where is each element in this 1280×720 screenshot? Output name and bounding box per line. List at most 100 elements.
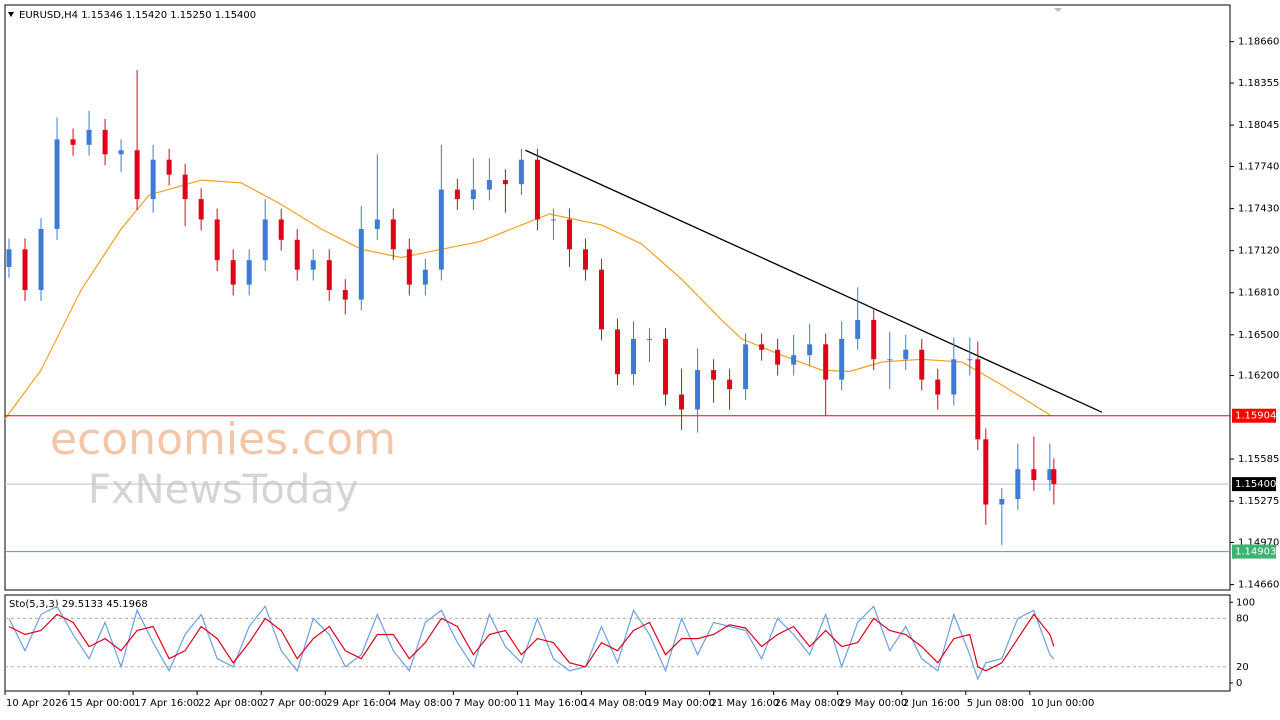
candle-body [6,249,12,267]
level-tag [1232,477,1276,492]
y-tick-label: 0 [1236,678,1242,689]
candle-body [1015,469,1021,500]
watermark: economies.com [50,414,396,465]
candle-body [470,189,476,200]
candle-body [230,260,236,285]
oscillator-line [8,605,1055,681]
x-tick-label: 29 May 00:00 [839,698,908,709]
watermark: FxNewsToday [88,467,358,513]
candle-body [871,319,877,360]
candle-body [70,139,76,145]
x-tick-label: 15 Apr 00:00 [70,698,135,709]
y-tick-label: 1.15585 [1238,454,1279,465]
candle-body [615,329,620,375]
candle-body [166,159,172,175]
x-tick-label: 22 Apr 08:00 [198,698,263,709]
candle-body [983,439,989,505]
candle-body [38,228,44,291]
candle-body [358,228,364,300]
x-tick-label: 21 May 16:00 [711,698,780,709]
candle-body [695,370,701,410]
candle-body [951,359,957,395]
x-tick-label: 10 Jun 00:00 [1031,698,1095,709]
indicator-title: Sto(5,3,3) 29.5133 45.1968 [9,599,148,610]
candle-body [711,370,717,380]
candle-body [374,219,380,229]
candle-body [182,174,188,200]
y-tick-label: 20 [1236,662,1249,673]
chart-title: EURUSD,H4 1.15346 1.15420 1.15250 1.1540… [19,10,256,21]
candle-body [887,359,893,361]
stoch-panel [4,594,1231,692]
x-tick-label: 26 May 08:00 [775,698,844,709]
candle-body [326,260,332,291]
candle-body [663,338,669,395]
candle-body [598,269,604,330]
candle-body [22,249,28,291]
candle-body [631,338,637,375]
x-tick-label: 11 May 16:00 [518,698,587,709]
level-label: 1.15400 [1235,479,1276,490]
candle-body [198,199,204,220]
y-tick-label: 80 [1236,613,1249,624]
y-tick-label: 1.18660 [1238,37,1279,48]
candle-body [759,344,765,350]
candle-body [582,249,588,270]
y-tick-label: 1.17430 [1238,204,1279,215]
candle-body [390,219,396,250]
x-tick-label: 4 May 08:00 [390,698,452,709]
x-tick-label: 17 Apr 16:00 [134,698,199,709]
candle-body [967,359,973,361]
candle-body [406,249,412,285]
level-label: 1.14903 [1235,547,1276,558]
candle-body [102,129,108,155]
candle-body [422,269,428,285]
candle-body [54,139,60,229]
y-tick-label: 100 [1236,597,1255,608]
y-tick-label: 1.16200 [1238,371,1279,382]
candle-body [727,379,733,390]
candle-body [935,379,941,395]
y-tick-label: 1.17120 [1238,246,1279,257]
candle-body [502,180,508,185]
candle-body [518,159,524,185]
x-tick-label: 19 May 00:00 [647,698,716,709]
candle-body [150,159,156,200]
candle-body [1031,469,1037,481]
candle-body [534,159,540,220]
x-tick-label: 29 Apr 16:00 [326,698,391,709]
candle-body [903,349,909,360]
candle-body [743,344,749,390]
candle-body [550,219,556,221]
y-tick-label: 1.18355 [1238,78,1279,89]
x-tick-label: 27 Apr 00:00 [262,698,327,709]
candle-body [262,219,268,261]
x-tick-label: 14 May 08:00 [582,698,651,709]
candle-body [438,189,444,270]
shift-marker [1054,8,1062,12]
candle-body [566,219,572,250]
candle-body [214,219,220,261]
candle-body [855,319,861,339]
y-tick-label: 1.16500 [1238,330,1279,341]
candle-body [807,344,813,356]
y-tick-label: 1.17740 [1238,162,1279,173]
candle-body [486,180,492,190]
y-tick-label: 1.18045 [1238,120,1279,131]
candle-body [975,359,981,440]
candle-body [246,260,252,285]
candle-body [134,150,140,200]
oscillator-line [8,613,1055,672]
candle-body [647,338,653,340]
level-tag [1232,408,1276,423]
y-tick-label: 1.14660 [1238,580,1279,591]
candle-body [919,349,925,380]
candle-body [310,260,316,270]
y-tick-label: 1.16810 [1238,288,1279,299]
candle-body [278,219,284,240]
level-tag [1232,544,1276,559]
x-tick-label: 2 Jun 16:00 [903,698,960,709]
